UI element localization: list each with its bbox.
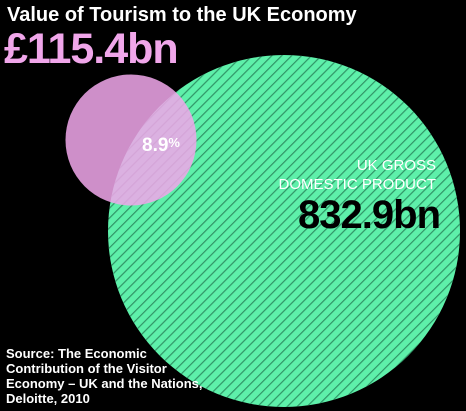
source-line: Economy – UK and the Nations, (6, 376, 203, 391)
bubbles-layer (65, 55, 460, 407)
gdp-value-label: 832.9bn (298, 193, 440, 237)
source-line: Source: The Economic (6, 346, 147, 361)
tourism-bubble (65, 74, 197, 206)
source-line: Contribution of the Visitor (6, 361, 167, 376)
tourism-value-label: £115.4bn (4, 25, 179, 73)
gdp-label-line: UK GROSS (357, 157, 436, 174)
chart-title: Value of Tourism to the UK Economy (7, 4, 357, 26)
source-note: Source: The Economic Contribution of the… (6, 346, 216, 406)
source-line: Deloitte, 2010 (6, 391, 90, 406)
gdp-label-line: DOMESTIC PRODUCT (279, 176, 437, 193)
overlap-percent-label: 8.9% (142, 135, 180, 156)
